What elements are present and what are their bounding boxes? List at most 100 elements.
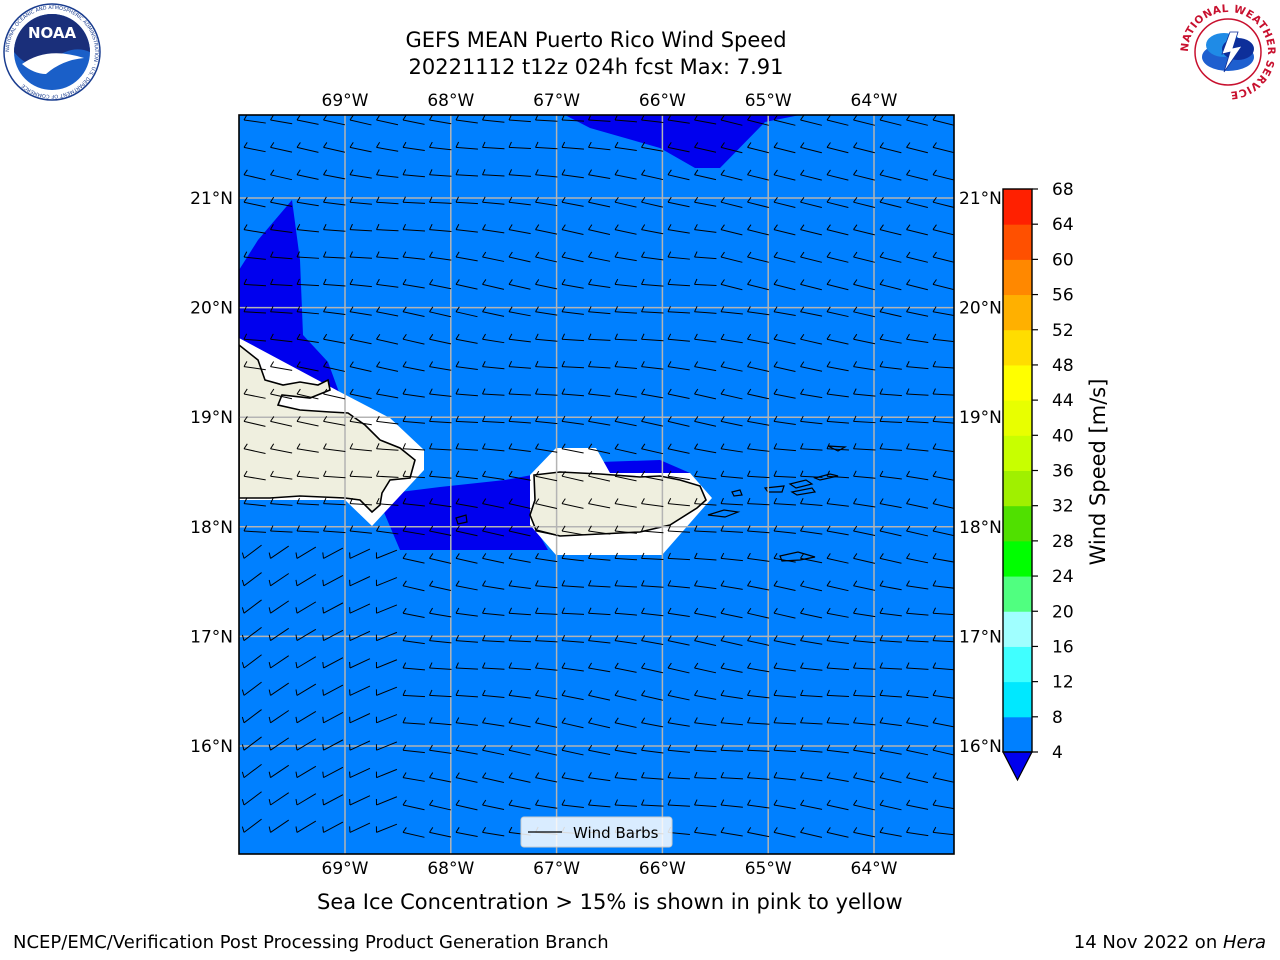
wind-barb [826,717,849,725]
wind-barb [455,580,478,591]
wind-barb [561,224,584,235]
wind-barb [508,251,531,263]
wind-barb [429,635,452,644]
wind-barb [614,416,637,427]
wind-barb [429,415,452,424]
wind-barb [826,142,849,154]
wind-barb [588,470,611,482]
wind-barb [482,607,505,616]
wind-barb [535,141,558,150]
wind-barb [879,799,902,811]
wind-barb [561,717,584,729]
wind-barb [879,361,902,370]
wind-barb [800,115,822,126]
wind-barb [800,635,823,645]
wind-barb [588,552,611,561]
wind-barb [243,525,266,533]
wind-barb [773,662,796,672]
wind-barb [800,224,822,236]
wind-barb [879,772,902,783]
wind-barb [853,361,876,371]
wind-barb [879,306,902,318]
wind-barb [508,498,531,509]
wind-barb [241,681,262,696]
wind-barb [323,416,346,426]
wind-barb [641,635,664,645]
wind-barb [402,662,425,671]
wind-barb [323,278,346,287]
wind-barb [241,572,262,587]
wind-barb [508,553,531,563]
wind-barb [482,333,505,344]
wind-barb [614,224,637,235]
wind-barb [241,818,262,833]
wind-barb [747,827,770,838]
wind-barb [482,169,505,177]
wind-barb [614,443,637,455]
colorbar-bin-11 [1003,329,1032,366]
colorbar-tick-3: 16 [1052,637,1074,657]
wind-barb [588,388,611,397]
wind-barb [853,470,876,479]
wind-barb [323,115,346,126]
wind-barb [375,714,398,724]
wind-barb [720,443,743,453]
lat-label-right-5: 16°N [959,737,1002,757]
wind-barb [773,580,796,591]
wind-barb [561,498,584,509]
wind-barb [295,628,317,642]
wind-barb [667,498,690,507]
wind-barb [906,251,928,263]
wind-barb [853,251,875,263]
wind-barb [773,443,796,452]
wind-barb [241,763,262,778]
wind-barb [879,498,902,509]
colorbar-bin-9 [1003,400,1032,436]
wind-barb [455,772,478,783]
wind-barb [932,169,954,181]
wind-barb [667,251,690,260]
wind-barb [614,306,637,314]
wind-barb [667,799,690,807]
wind-barb [508,196,531,206]
wind-barb [508,360,531,369]
wind-barb [508,388,531,396]
wind-barb [720,197,743,209]
wind-barb [322,575,344,587]
wind-barb [694,662,717,674]
lon-label-top-4: 65°W [745,91,792,111]
wind-barb [296,388,319,400]
wind-barb [826,251,849,263]
wind-barb [667,142,690,153]
wind-barb [667,690,690,701]
colorbar-bin-10 [1003,364,1032,401]
wind-barb [402,717,425,725]
wind-barb [241,736,262,751]
wind-barb [614,607,637,616]
wind-barb [853,772,876,783]
wind-barb [694,278,717,287]
wind-barb [295,738,317,751]
wind-barb [720,689,743,700]
wind-barb [641,361,664,370]
wind-barb [826,498,849,507]
wind-barb [773,306,796,316]
wind-barb [906,580,929,590]
wind-barb [296,224,319,233]
wind-barb [429,662,452,670]
wind-barb [508,169,531,177]
wind-barb [376,278,399,288]
wind-barb [773,388,796,399]
wind-barb [588,662,611,673]
wind-barb [667,744,690,753]
wind-barb [268,655,290,669]
wind-barb [349,767,371,779]
wind-barb [694,169,717,181]
wind-barb [561,196,584,207]
footer-date: 14 Nov 2022 on [1073,932,1223,953]
wind-barb [243,142,266,153]
wind-barb [349,685,371,696]
wind-barb [773,799,796,810]
wind-barb [641,251,664,261]
wind-barb [588,744,611,755]
